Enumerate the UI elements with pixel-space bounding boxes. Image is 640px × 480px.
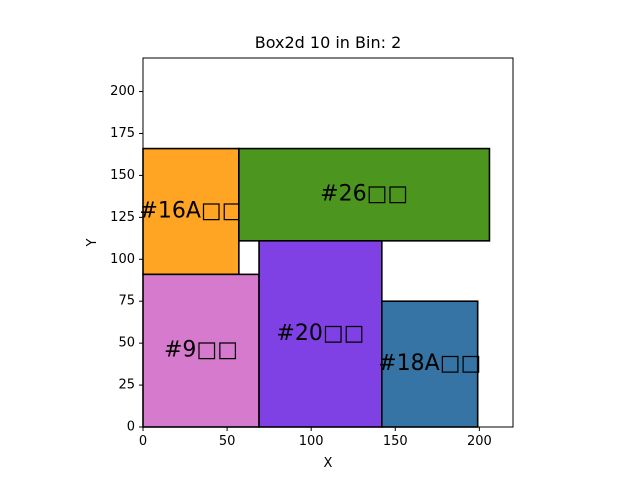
box-rect-3 xyxy=(258,240,383,428)
y-tick-label-1: 25 xyxy=(118,378,135,393)
box-rect-0 xyxy=(142,147,240,276)
y-tick-label-8: 200 xyxy=(110,84,135,99)
boxes-layer: #16A□□ #26□□ #9□□ #20□□ #18A□□ xyxy=(139,147,491,428)
box-label-3: #20□□ xyxy=(276,321,364,346)
plot-frame xyxy=(142,57,514,428)
x-axis: 0 50 100 150 200 xyxy=(139,427,492,449)
x-tick-label-1: 50 xyxy=(219,434,236,449)
x-axis-label: X xyxy=(324,456,333,471)
y-tick-label-2: 50 xyxy=(118,336,135,351)
box-label-4: #18A□□ xyxy=(378,351,481,376)
y-tick-label-0: 0 xyxy=(127,420,135,435)
box-rect-1 xyxy=(238,147,491,242)
y-axis: 0 25 50 75 100 125 150 175 200 xyxy=(110,84,143,435)
y-tick-label-4: 100 xyxy=(110,252,135,267)
y-axis-label: Y xyxy=(85,238,100,247)
chart-title: Box2d 10 in Bin: 2 xyxy=(255,33,402,52)
x-tick-label-3: 150 xyxy=(383,434,408,449)
box-label-1: #26□□ xyxy=(320,182,408,207)
box-label-2: #9□□ xyxy=(164,338,238,363)
y-tick-label-7: 175 xyxy=(110,126,135,141)
x-tick-label-0: 0 xyxy=(139,434,147,449)
y-tick-label-5: 125 xyxy=(110,210,135,225)
x-tick-label-4: 200 xyxy=(467,434,492,449)
box-label-0: #16A□□ xyxy=(139,198,242,223)
x-tick-label-2: 100 xyxy=(299,434,324,449)
y-tick-label-3: 75 xyxy=(118,294,135,309)
y-tick-label-6: 150 xyxy=(110,168,135,183)
